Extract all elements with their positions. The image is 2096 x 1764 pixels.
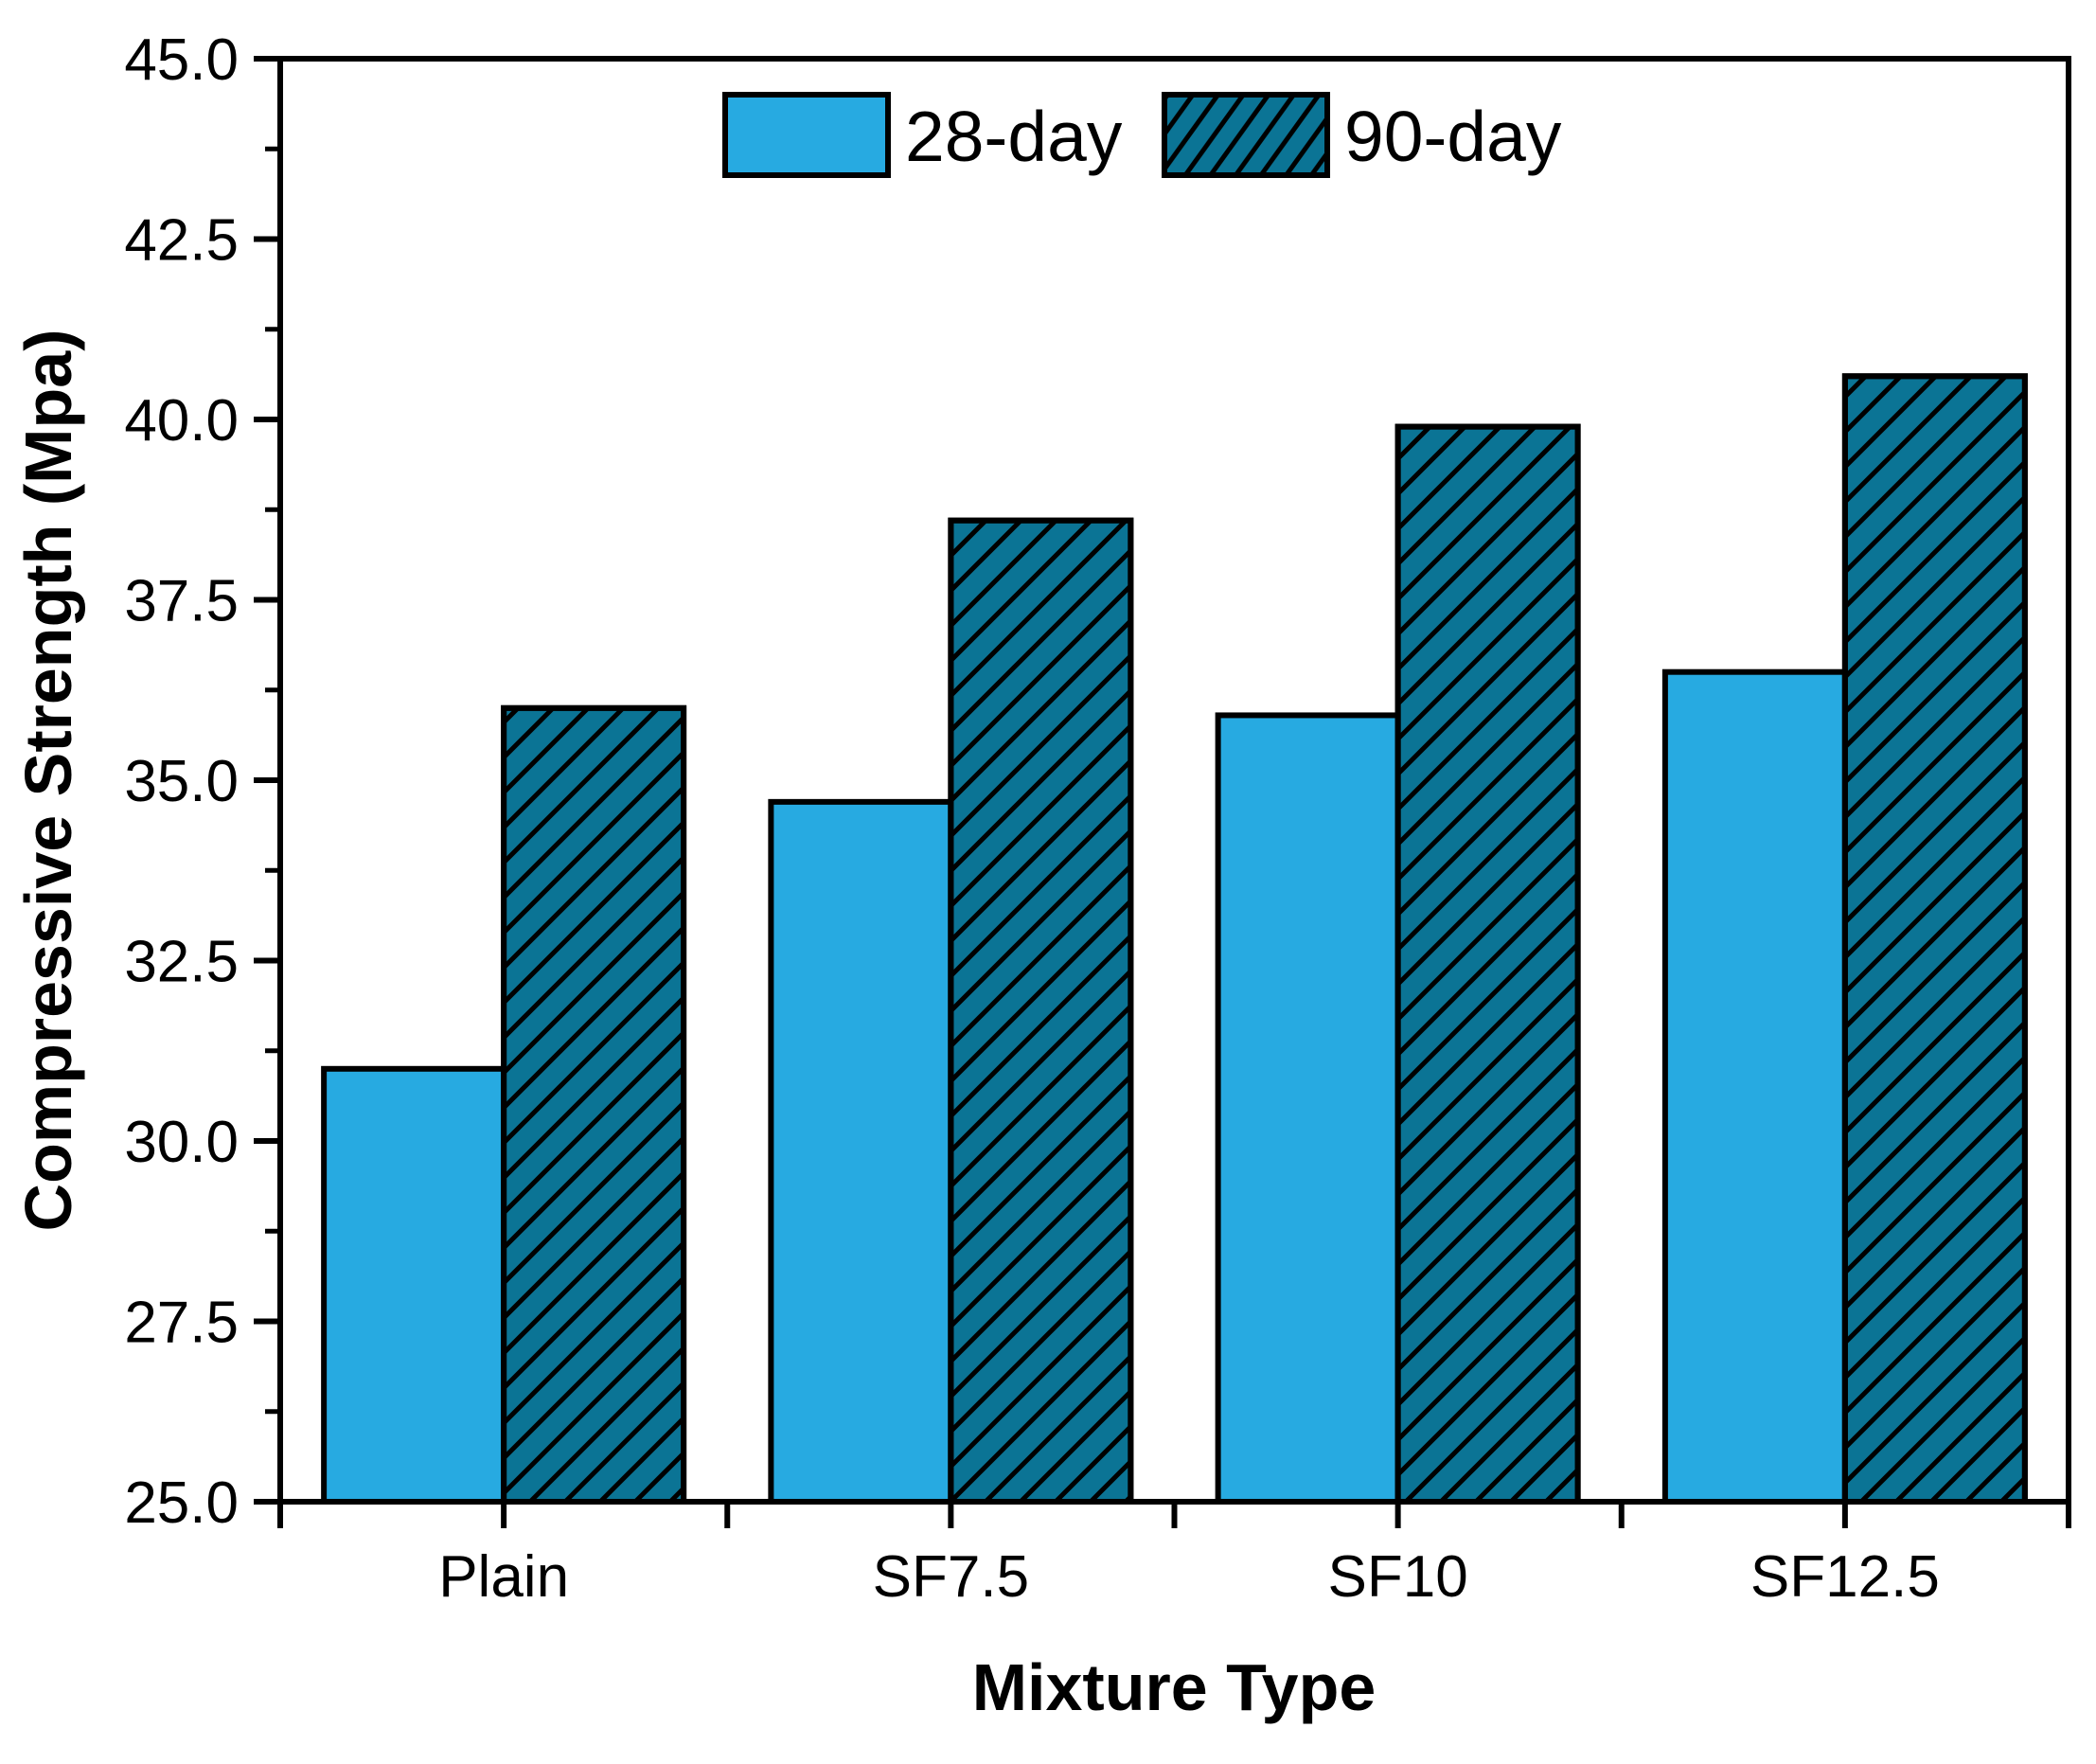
y-tick-label: 35.0 <box>124 749 239 814</box>
legend-label-28day: 28-day <box>905 97 1123 176</box>
y-tick-label: 42.5 <box>124 208 239 274</box>
bar-hatch-90-day-sf12-5 <box>1841 373 2028 1505</box>
bar-hatch-90-day-sf10 <box>1394 423 1581 1505</box>
x-category-label-sf7-5: SF7.5 <box>873 1544 1029 1610</box>
y-tick-label: 30.0 <box>124 1110 239 1175</box>
y-tick-label: 40.0 <box>124 388 239 454</box>
y-tick-label: 37.5 <box>124 569 239 634</box>
x-category-label-plain: Plain <box>438 1544 569 1610</box>
x-axis-title: Mixture Type <box>972 1650 1377 1724</box>
bar-28-day-sf7-5 <box>768 798 954 1505</box>
y-axis-title: Compressive Strength (Mpa) <box>11 330 85 1232</box>
y-axis: 25.0 27.5 30.0 32.5 35.0 37.5 40.0 42.5 45.0 <box>124 27 280 1536</box>
bar-hatch-90-day-plain <box>501 704 687 1505</box>
bars-group <box>321 373 2028 1506</box>
y-tick-label: 45.0 <box>124 27 239 93</box>
legend-swatch-90day-hatch <box>1162 92 1330 178</box>
y-tick-label: 32.5 <box>124 930 239 995</box>
bar-28-day-sf12-5 <box>1661 668 1848 1505</box>
legend-swatch-28day <box>722 92 891 178</box>
y-tick-label: 27.5 <box>124 1291 239 1356</box>
bar-28-day-sf10 <box>1215 712 1401 1505</box>
legend-label-90day: 90-day <box>1344 97 1562 176</box>
bar-28-day-plain <box>321 1065 507 1506</box>
y-tick-label: 25.0 <box>124 1470 239 1536</box>
legend: 28-day 90-day <box>722 92 1562 178</box>
x-category-label-sf10: SF10 <box>1328 1544 1468 1610</box>
bar-hatch-90-day-sf7-5 <box>948 517 1134 1505</box>
x-category-label-sf12-5: SF12.5 <box>1750 1544 1940 1610</box>
x-axis: Plain SF7.5 SF10 SF12.5 <box>277 1502 2071 1610</box>
